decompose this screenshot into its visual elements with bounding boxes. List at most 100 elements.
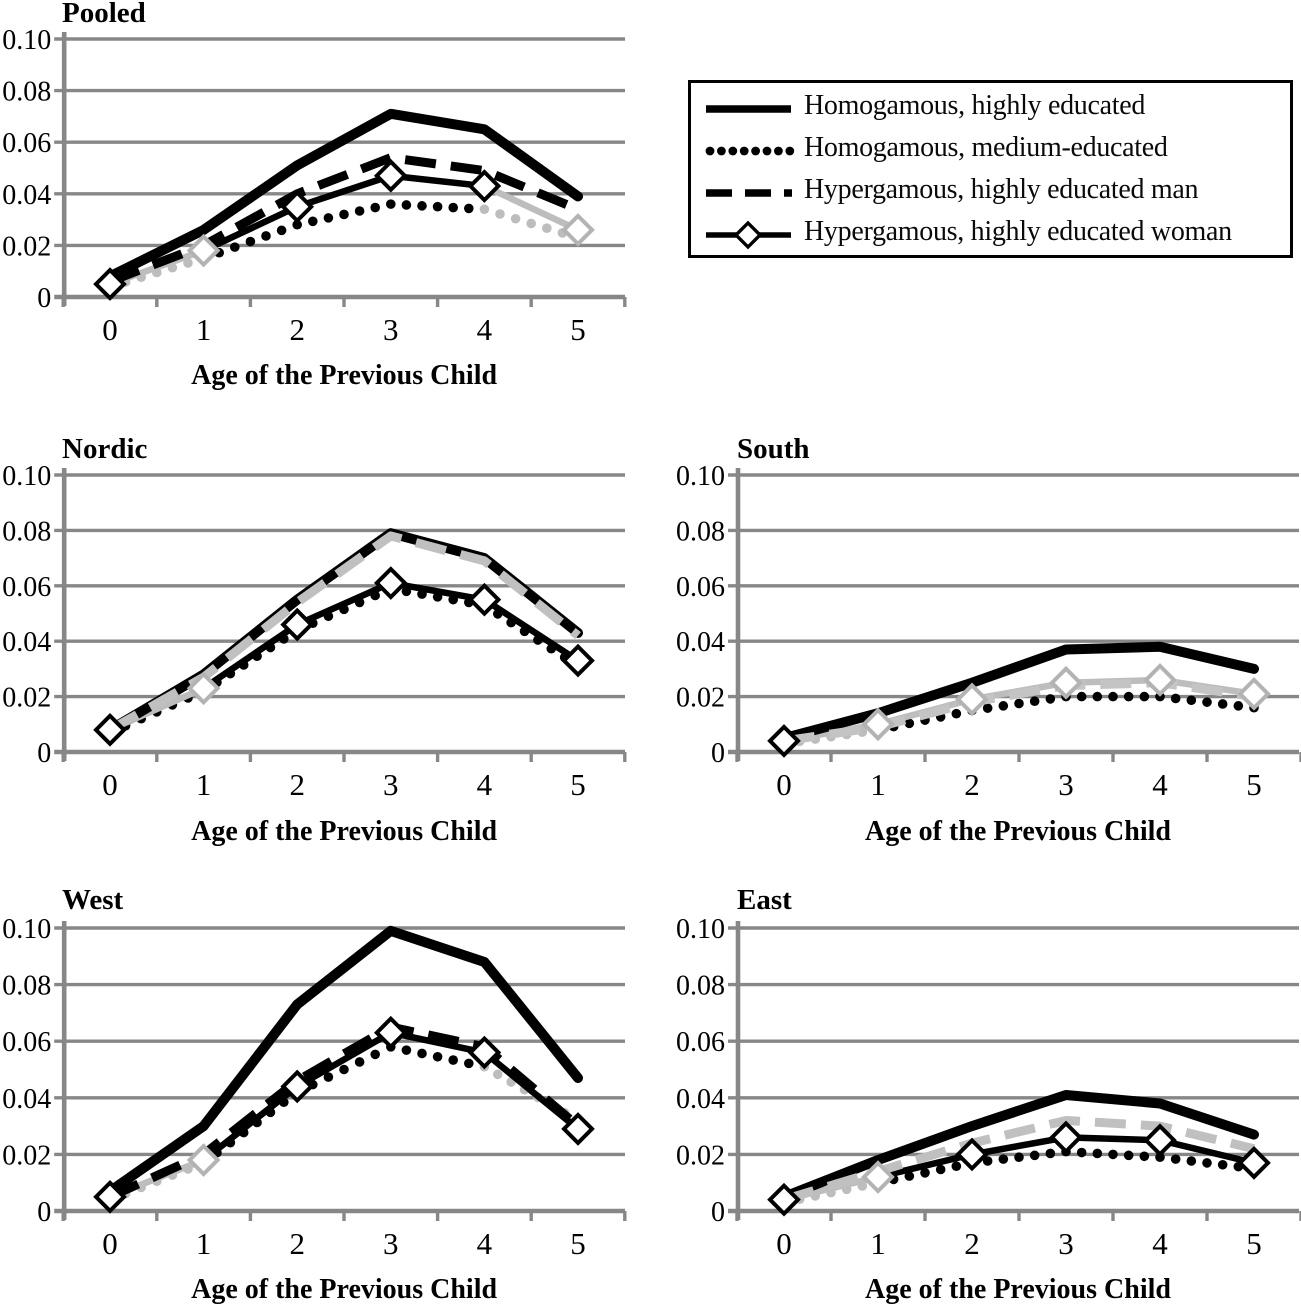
diamond-marker — [767, 724, 801, 758]
x-tick-label: 4 — [1152, 767, 1168, 802]
line-segment — [293, 172, 395, 210]
dot — [386, 199, 396, 209]
y-tick-label: 0 — [711, 1197, 725, 1228]
dot — [261, 231, 271, 241]
legend: Homogamous, highly educated Homogamous, … — [688, 80, 1293, 258]
x-tick-label: 2 — [289, 767, 305, 802]
dot — [1108, 691, 1118, 702]
dot — [339, 1064, 349, 1075]
x-tick-label: 1 — [870, 1226, 886, 1261]
series-homogamous-highly-educated — [779, 1089, 1259, 1202]
legend-item-label: Homogamous, medium-educated — [804, 132, 1168, 163]
y-tick-label: 0.02 — [2, 1140, 51, 1171]
diamond-marker — [186, 233, 221, 268]
legend-solid-line-icon — [706, 105, 791, 113]
diamond-marker — [1237, 1146, 1271, 1180]
diamond-marker — [280, 189, 315, 224]
dot — [1139, 1151, 1150, 1162]
legend-item-label: Homogamous, highly educated — [804, 90, 1146, 121]
y-tick-label: 0 — [711, 738, 725, 769]
diamond-marker — [561, 213, 595, 247]
series-hypergamous-highly-educated-woman — [106, 172, 582, 288]
diamond-marker — [861, 1160, 895, 1194]
diamond-marker — [93, 267, 127, 301]
line-segment — [200, 621, 301, 692]
line-segment — [1156, 1137, 1258, 1167]
dot — [1092, 691, 1103, 702]
dot — [479, 204, 490, 215]
line-segment — [481, 596, 582, 664]
dot — [492, 1069, 503, 1080]
y-tick-label: 0.02 — [2, 231, 51, 262]
dot — [510, 213, 521, 224]
dot — [292, 219, 303, 230]
line-segment — [387, 1029, 488, 1056]
series-homogamous-highly-educated — [105, 925, 583, 1197]
x-tick-label: 2 — [289, 312, 305, 347]
x-tick-label: 1 — [196, 1226, 212, 1261]
y-tick-label: 0.02 — [676, 683, 725, 714]
y-tick-label: 0.08 — [2, 516, 51, 547]
dot — [448, 202, 459, 213]
y-tick-label: 0 — [37, 1197, 51, 1228]
dot — [998, 1154, 1009, 1164]
dot-sample — [717, 146, 726, 156]
panel-title: East — [737, 884, 792, 916]
y-tick-label: 0.02 — [676, 1140, 725, 1171]
series-homogamous-highly-educated — [105, 108, 583, 282]
dot — [354, 1057, 365, 1067]
y-tick-label: 0.06 — [676, 1027, 725, 1058]
x-tick-label: 4 — [477, 1226, 493, 1261]
dot — [1014, 1152, 1024, 1163]
legend-dotted-line-icon — [705, 146, 795, 156]
legend-item-label: Hypergamous, highly educated man — [804, 174, 1199, 205]
diamond-marker — [1143, 663, 1177, 697]
dot — [354, 206, 365, 216]
dot — [526, 218, 536, 229]
y-tick-label: 0.06 — [676, 572, 725, 603]
dot — [1155, 1152, 1165, 1163]
y-tick-label: 0.10 — [676, 914, 725, 945]
diamond-markers — [767, 1120, 1271, 1217]
dot — [542, 223, 552, 233]
dot — [1202, 697, 1212, 707]
line-segment — [200, 203, 301, 254]
series-hypergamous-highly-educated-man — [782, 1115, 1256, 1204]
dot-sample — [762, 146, 772, 156]
chart-panel-nordic: 0.10 0.08 0.06 0.04 0.02 0 0 1 2 3 4 5 Nordic Age of … — [2, 433, 627, 847]
diamond-marker — [373, 566, 408, 600]
x-tick-label: 1 — [196, 767, 212, 802]
dot — [464, 1058, 474, 1069]
x-axis-title: Age of the Previous Child — [865, 816, 1171, 847]
diamond-marker — [467, 169, 502, 203]
line-segment — [874, 1151, 976, 1181]
panel-title: Nordic — [62, 433, 148, 465]
diamond-marker — [373, 158, 408, 193]
line-segment — [968, 1134, 1070, 1158]
y-tick-label: 0.06 — [2, 1027, 51, 1058]
dot — [1233, 701, 1244, 711]
series-homogamous-highly-educated — [779, 641, 1259, 744]
y-tick-label: 0.08 — [2, 971, 51, 1002]
dot — [432, 201, 443, 212]
series-hypergamous-highly-educated-man — [108, 153, 580, 286]
chart-panel-east: 0.10 0.08 0.06 0.04 0.02 0 0 1 2 3 4 5 East Age of th… — [676, 884, 1301, 1305]
diamond-marker — [1049, 665, 1083, 700]
dot — [1170, 693, 1181, 704]
dot — [183, 258, 193, 268]
x-tick-label: 0 — [102, 312, 118, 347]
dot — [323, 213, 334, 223]
y-tick-label: 0.04 — [676, 627, 725, 658]
y-tick-label: 0.04 — [2, 627, 51, 658]
diamond-marker — [280, 607, 315, 642]
dot — [1202, 1158, 1212, 1168]
diamond-marker — [955, 682, 989, 717]
diamond-markers — [767, 663, 1271, 758]
dot — [401, 200, 412, 210]
dot — [1029, 696, 1040, 707]
x-tick-label: 1 — [196, 312, 212, 347]
dot — [464, 203, 474, 214]
dot-sample — [751, 146, 760, 156]
dot — [1217, 699, 1228, 709]
